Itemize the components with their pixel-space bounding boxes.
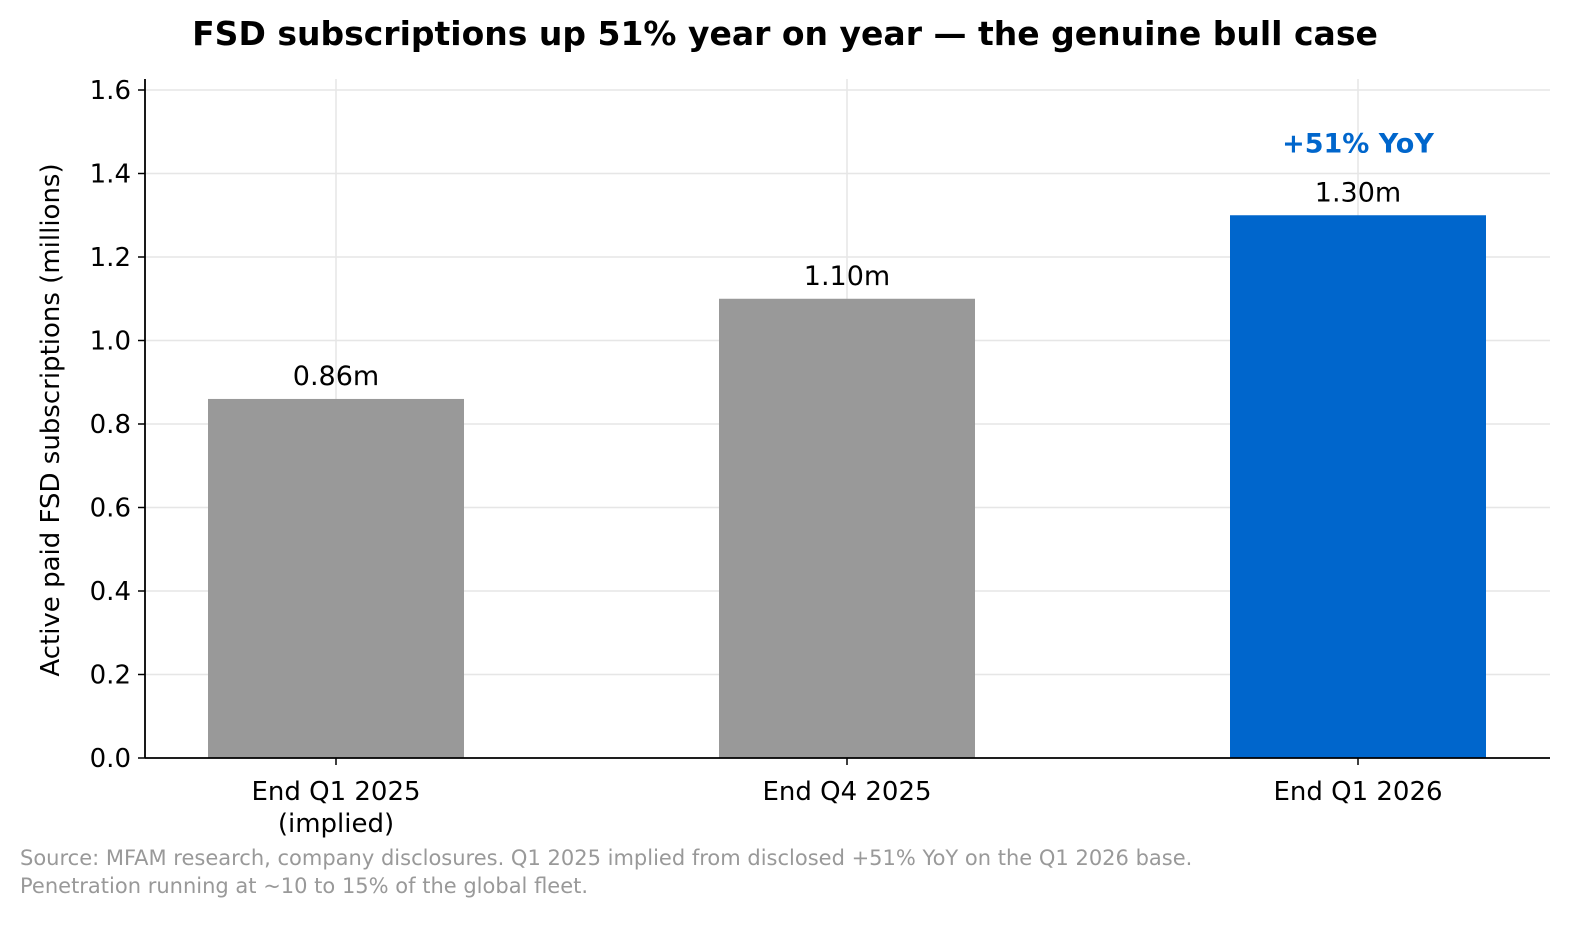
source-note: Source: MFAM research, company disclosur…: [20, 844, 1192, 900]
chart-title: FSD subscriptions up 51% year on year — …: [192, 14, 1378, 53]
source-line: Source: MFAM research, company disclosur…: [20, 846, 1193, 870]
bar: [208, 398, 464, 758]
value-label: 1.10m: [804, 261, 890, 292]
y-axis-label: Active paid FSD subscriptions (millions): [36, 163, 66, 676]
value-label: 1.30m: [1315, 177, 1401, 208]
y-tick-label: 1.4: [90, 160, 131, 190]
bar: [1230, 215, 1486, 758]
y-tick-label: 0.0: [90, 744, 131, 774]
label-layer: 0.0 0.2 0.4 0.6 0.8 1.0 1.2 1.4 1.6 0.86m End Q1 2…: [90, 76, 1443, 839]
yoy-annotation: +51% YoY: [1282, 128, 1434, 159]
x-tick-label: End Q4 2025: [762, 777, 931, 807]
y-tick-label: 1.2: [90, 243, 131, 273]
bar: [719, 298, 975, 758]
value-label: 0.86m: [293, 361, 379, 392]
y-tick-label: 0.4: [90, 577, 131, 607]
y-tick-label: 0.2: [90, 661, 131, 691]
bar-layer: [208, 215, 1486, 758]
x-tick-label: End Q1 2025: [251, 777, 420, 807]
y-tick-label: 1.6: [90, 76, 131, 106]
axis-layer: [138, 79, 1550, 765]
x-tick-label: (implied): [278, 809, 394, 839]
x-tick-label: End Q1 2026: [1273, 777, 1442, 807]
y-tick-label: 0.8: [90, 410, 131, 440]
penetration-note: Penetration running at ~10 to 15% of the…: [20, 874, 589, 898]
y-tick-label: 1.0: [90, 327, 131, 357]
y-tick-label: 0.6: [90, 494, 131, 524]
